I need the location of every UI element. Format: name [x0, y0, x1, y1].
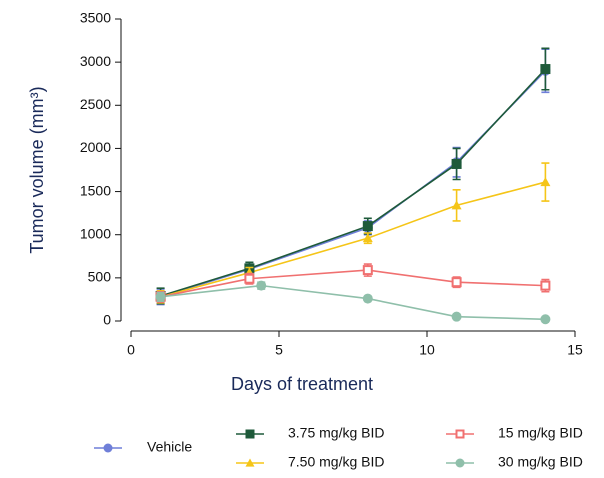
marker	[455, 429, 465, 439]
marker	[245, 458, 255, 467]
series-line	[160, 269, 546, 298]
marker	[451, 311, 462, 322]
series-line	[160, 284, 546, 321]
marker	[256, 280, 267, 291]
marker	[362, 233, 373, 243]
marker	[540, 177, 551, 187]
y-tick-label: 1500	[80, 182, 111, 198]
legend-label: 3.75 mg/kg BID	[288, 425, 385, 441]
marker	[362, 293, 373, 304]
y-tick-label: 0	[103, 312, 111, 328]
series-line	[160, 68, 546, 297]
y-tick-label: 2000	[80, 139, 111, 155]
marker	[244, 273, 255, 284]
x-tick-label: 10	[419, 342, 435, 358]
y-tick-label: 500	[88, 269, 112, 285]
marker	[540, 64, 551, 75]
marker	[362, 265, 373, 276]
y-tick-label: 3500	[80, 10, 111, 26]
y-tick-label: 3000	[80, 53, 111, 69]
legend-label: 15 mg/kg BID	[498, 425, 583, 441]
marker	[155, 291, 166, 302]
legend-label: 30 mg/kg BID	[498, 454, 583, 470]
x-tick-label: 15	[567, 342, 583, 358]
legend-label: Vehicle	[147, 439, 192, 455]
x-axis-label: Days of treatment	[231, 374, 373, 394]
marker	[103, 443, 113, 453]
marker	[540, 314, 551, 325]
marker	[455, 458, 465, 468]
y-axis-label: Tumor volume (mm³)	[27, 86, 47, 253]
x-tick-label: 5	[275, 342, 283, 358]
legend-label: 7.50 mg/kg BID	[288, 454, 385, 470]
marker	[245, 429, 255, 439]
x-tick-label: 0	[127, 342, 135, 358]
marker	[451, 158, 462, 169]
marker	[540, 280, 551, 291]
y-tick-label: 2500	[80, 96, 111, 112]
y-tick-label: 1000	[80, 225, 111, 241]
marker	[451, 200, 462, 210]
marker	[362, 221, 373, 232]
series-line	[160, 70, 546, 298]
marker	[451, 277, 462, 288]
